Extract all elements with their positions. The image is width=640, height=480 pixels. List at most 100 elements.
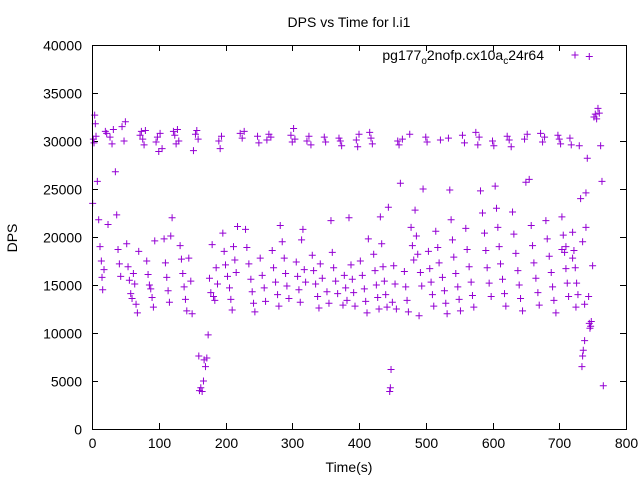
data-point [483, 264, 491, 272]
data-point [185, 254, 193, 262]
data-point [570, 246, 578, 254]
data-point [566, 134, 574, 142]
data-point [597, 142, 605, 150]
data-point [153, 133, 161, 141]
data-point [460, 139, 468, 147]
data-point [163, 273, 171, 281]
data-point [128, 294, 136, 302]
data-point [581, 300, 589, 308]
data-point [499, 275, 507, 283]
data-point [318, 274, 326, 282]
data-point [521, 135, 529, 143]
data-point [482, 246, 490, 254]
data-point [98, 273, 106, 281]
data-point [267, 133, 275, 141]
data-point [155, 148, 163, 156]
data-point [168, 214, 176, 222]
data-point [366, 128, 374, 136]
data-point [117, 272, 125, 280]
data-point [583, 154, 591, 162]
data-point [251, 308, 259, 316]
data-point [403, 296, 411, 304]
y-axis-label: DPS [4, 224, 20, 253]
y-tick-label: 25000 [43, 182, 82, 198]
data-point [118, 123, 126, 131]
data-point [567, 141, 575, 149]
data-point [550, 296, 558, 304]
data-point [217, 132, 225, 140]
data-point [392, 305, 400, 313]
data-point [396, 179, 404, 187]
data-point [176, 242, 184, 250]
data-point [291, 135, 299, 143]
data-point [507, 143, 515, 151]
data-point [478, 209, 486, 217]
data-point [305, 132, 313, 140]
data-point [364, 235, 372, 243]
data-point [222, 261, 229, 269]
data-point [418, 282, 426, 290]
data-point [189, 147, 197, 155]
data-point [578, 363, 586, 371]
data-point [203, 354, 211, 362]
data-point [294, 272, 302, 280]
data-point [137, 127, 145, 135]
data-point [149, 303, 157, 311]
data-point [106, 133, 114, 141]
data-point [177, 255, 185, 263]
x-tick-label: 200 [215, 435, 239, 451]
data-point [581, 337, 589, 345]
data-point [219, 229, 227, 237]
data-point [376, 213, 384, 221]
data-point [179, 269, 187, 277]
data-point [487, 293, 495, 301]
data-point [494, 223, 502, 231]
data-point [262, 297, 270, 305]
data-point [427, 278, 435, 286]
data-point [495, 243, 503, 251]
data-point [345, 214, 353, 222]
data-point [197, 384, 205, 392]
data-point [358, 271, 366, 279]
data-point [108, 140, 116, 148]
data-point [205, 274, 213, 282]
data-point [238, 134, 246, 142]
data-point [270, 264, 278, 272]
data-point [412, 232, 420, 240]
data-point [587, 322, 595, 330]
data-point [395, 141, 403, 149]
data-point [423, 138, 431, 146]
data-point [555, 135, 563, 143]
data-point [435, 259, 443, 267]
data-point [355, 130, 363, 138]
data-point [144, 270, 152, 278]
data-point [371, 267, 379, 275]
data-point [440, 287, 448, 295]
data-point [256, 254, 264, 262]
x-tick-label: 700 [548, 435, 572, 451]
data-point [485, 279, 493, 287]
data-point [374, 293, 382, 301]
data-point [428, 291, 436, 299]
data-point [370, 250, 378, 258]
data-point [387, 365, 395, 373]
data-point [243, 244, 251, 252]
data-point [519, 307, 527, 315]
data-point [443, 310, 451, 318]
data-point [523, 130, 531, 138]
data-point [414, 250, 422, 258]
y-tick-label: 40000 [43, 38, 82, 54]
data-point [99, 286, 107, 294]
data-point [591, 110, 599, 118]
data-point [125, 276, 133, 284]
data-point [330, 264, 338, 272]
data-point [587, 317, 595, 325]
data-point [250, 299, 258, 307]
data-point [574, 291, 582, 299]
data-point [582, 189, 590, 197]
data-point [434, 244, 442, 252]
data-point [542, 217, 550, 225]
data-point [386, 384, 394, 392]
